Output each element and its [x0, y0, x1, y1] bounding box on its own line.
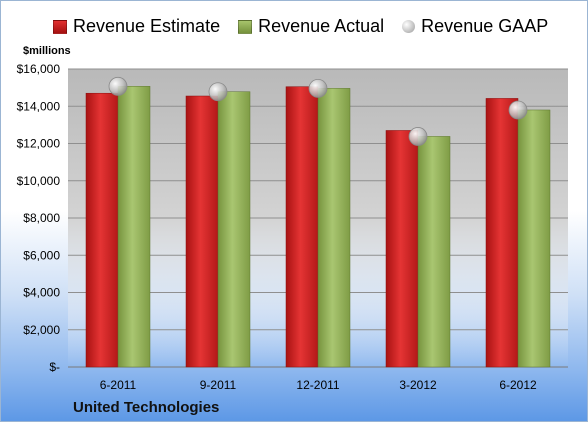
x-tick-label: 9-2011	[200, 378, 237, 392]
legend-label-estimate: Revenue Estimate	[73, 16, 221, 36]
gaap-marker	[208, 82, 228, 102]
legend-label-gaap: Revenue GAAP	[421, 16, 549, 36]
y-tick-label: $16,000	[17, 62, 61, 76]
legend-label-actual: Revenue Actual	[258, 16, 385, 36]
x-tick-label: 6-2012	[499, 378, 537, 392]
x-tick-label: 12-2011	[296, 378, 339, 392]
company-name: United Technologies	[73, 399, 220, 416]
legend-marker-gaap	[402, 20, 416, 33]
bar-estimate	[85, 92, 119, 368]
x-axis-ticks: 6-2011 9-2011 12-2011 3-2012 6-2012	[100, 378, 537, 392]
x-tick-label: 6-2011	[100, 378, 137, 392]
y-tick-label: $8,000	[23, 211, 60, 225]
bar-estimate	[485, 98, 519, 368]
legend-swatch-estimate	[53, 19, 67, 34]
y-tick-label: $6,000	[23, 248, 60, 262]
bar-estimate	[385, 130, 419, 368]
y-tick-label: $12,000	[17, 137, 61, 151]
bar-estimate	[285, 86, 319, 368]
legend-item-gaap: Revenue GAAP	[402, 16, 548, 37]
y-axis-ticks: $- $2,000 $4,000 $6,000 $8,000 $10,000 $12,000…	[17, 62, 61, 374]
gaap-marker	[108, 76, 128, 96]
legend: Revenue Estimate Revenue Actual Revenue …	[53, 16, 566, 37]
gaap-marker	[408, 127, 428, 146]
y-tick-label: $-	[49, 360, 60, 374]
bar-actual	[217, 91, 251, 368]
bars	[85, 86, 551, 368]
y-tick-label: $14,000	[17, 99, 61, 113]
bar-actual	[117, 86, 151, 368]
bar-estimate	[185, 95, 219, 368]
bar-actual	[417, 136, 451, 368]
gaap-marker	[508, 100, 528, 120]
y-tick-label: $2,000	[23, 323, 60, 337]
gaap-markers	[108, 76, 528, 146]
legend-item-actual: Revenue Actual	[238, 16, 384, 37]
bar-actual	[317, 88, 351, 368]
bar-actual	[517, 109, 551, 368]
units-label: $millions	[23, 45, 71, 57]
y-tick-label: $10,000	[17, 174, 61, 188]
legend-item-estimate: Revenue Estimate	[53, 16, 220, 37]
legend-swatch-actual	[238, 19, 253, 34]
x-tick-label: 3-2012	[399, 378, 437, 392]
y-tick-label: $4,000	[23, 286, 60, 300]
gaap-marker	[308, 78, 328, 98]
